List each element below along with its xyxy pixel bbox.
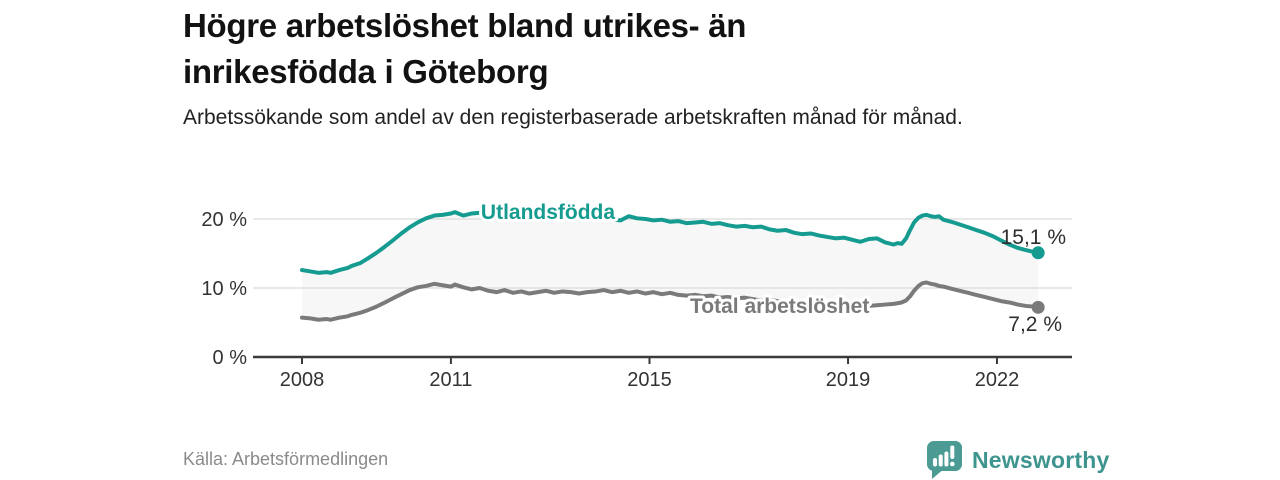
series-label-utlandsf-dda: Utlandsfödda bbox=[481, 201, 615, 224]
y-tick-label-10: 10 % bbox=[201, 278, 247, 300]
band-between-series bbox=[302, 212, 1039, 320]
series-line-total-arbetsl-shet bbox=[300, 280, 1041, 322]
logo-bubble-tail bbox=[932, 467, 945, 479]
series-label-total-arbetsl-shet: Total arbetslöshet bbox=[690, 295, 869, 318]
unemployment-line-chart: 0 % 10 % 20 % 2008 2011 2015 2019 2022 Utlandsfö… bbox=[201, 198, 1072, 391]
newsworthy-logo: Newsworthy bbox=[926, 440, 1109, 480]
chart-subtitle: Arbetssökande som andel av den registerb… bbox=[183, 106, 963, 129]
x-tick-label-2008: 2008 bbox=[280, 369, 325, 391]
x-tick-label-2011: 2011 bbox=[429, 369, 472, 391]
end-value-label-total-arbetsl-shet: 7,2 % bbox=[1008, 313, 1062, 336]
newsworthy-logo-text: Newsworthy bbox=[972, 446, 1110, 473]
x-tick-label-2022: 2022 bbox=[975, 369, 1020, 391]
x-tick-label-2015: 2015 bbox=[627, 369, 672, 391]
newsworthy-logo-icon bbox=[927, 441, 962, 479]
logo-bar-1 bbox=[933, 458, 937, 467]
chart-title: Högre arbetslöshet bland utrikes- än inr… bbox=[183, 7, 747, 90]
source-note: Källa: Arbetsförmedlingen bbox=[183, 449, 389, 469]
end-value-label-utlandsf-dda: 15,1 % bbox=[1001, 226, 1066, 249]
series-line-utlandsf-dda bbox=[300, 210, 1041, 275]
x-tick-label-2019: 2019 bbox=[826, 369, 871, 391]
logo-bar-2 bbox=[938, 454, 943, 467]
logo-exclamation-dot bbox=[950, 461, 955, 467]
logo-exclamation-bar bbox=[950, 445, 955, 459]
series-end-dot-utlandsf-dda bbox=[1031, 246, 1045, 260]
chart-area: 0 % 10 % 20 % 2008 2011 2015 2019 2022 Utlandsfö… bbox=[180, 190, 1100, 400]
logo-bar-3 bbox=[944, 451, 949, 467]
y-tick-label-20: 20 % bbox=[201, 209, 247, 231]
y-tick-label-0: 0 % bbox=[213, 347, 248, 369]
series-end-dot-total-arbetsl-shet bbox=[1031, 300, 1045, 314]
